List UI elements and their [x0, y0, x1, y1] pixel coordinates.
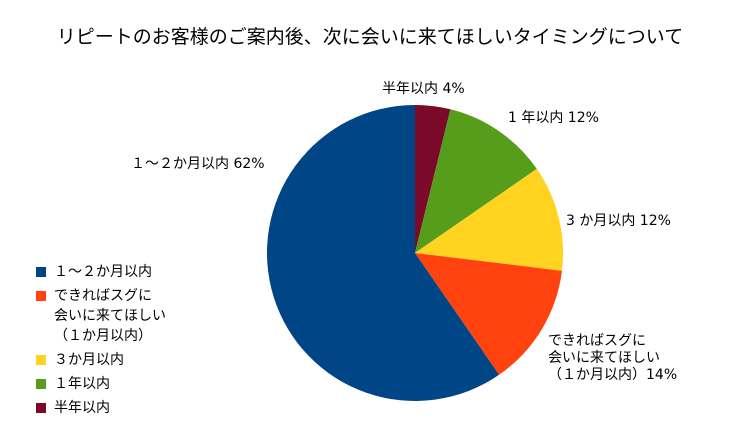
- legend-swatch: [36, 403, 46, 413]
- slice-label: 1 年以内 12%: [508, 110, 599, 126]
- legend-swatch: [36, 267, 46, 277]
- pie-slice: [415, 253, 562, 375]
- legend-swatch: [36, 291, 46, 301]
- slice-label: 3 か月以内 12%: [566, 213, 671, 229]
- slice-label: １～２か月以内 62%: [131, 156, 265, 172]
- legend-label: できればスグに 会いに来てほしい （１か月以内）: [54, 288, 166, 344]
- legend-item: ３か月以内: [36, 350, 166, 370]
- pie-slice: [267, 105, 500, 401]
- legend-swatch: [36, 355, 46, 365]
- pie-slice: [415, 168, 563, 271]
- legend-item: できればスグに 会いに来てほしい （１か月以内）: [36, 286, 166, 346]
- legend-item: 半年以内: [36, 398, 166, 418]
- legend-swatch: [36, 379, 46, 389]
- pie-slice: [415, 109, 537, 253]
- chart-title: リピートのお客様のご案内後、次に会いに来てほしいタイミングについて: [56, 26, 684, 48]
- legend-label: １年以内: [54, 376, 110, 392]
- legend-label: １～２か月以内: [54, 264, 152, 280]
- legend: １～２か月以内できればスグに 会いに来てほしい （１か月以内） ３か月以内 １年以内…: [36, 262, 166, 422]
- slice-label: 半年以内 4%: [382, 81, 465, 97]
- slice-label: できればスグに会いに来てほしい（１か月以内）14%: [548, 333, 677, 383]
- legend-item: １年以内: [36, 374, 166, 394]
- legend-label: 半年以内: [54, 400, 110, 416]
- legend-item: １～２か月以内: [36, 262, 166, 282]
- legend-label: ３か月以内: [54, 352, 124, 368]
- pie-slice: [415, 105, 451, 253]
